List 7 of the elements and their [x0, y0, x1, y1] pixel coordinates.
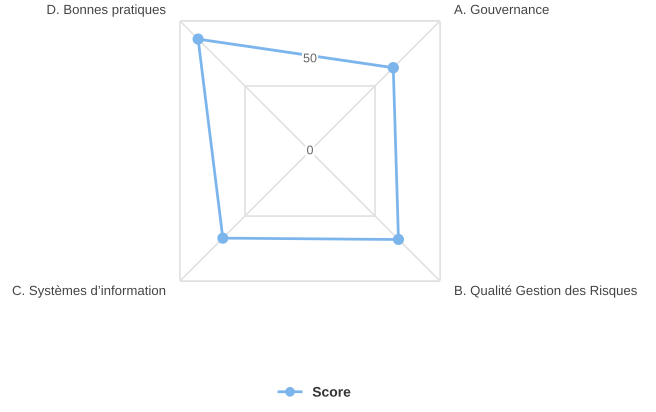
spoke-label: C. Systèmes d’information	[12, 285, 166, 298]
spoke-label: B. Qualité Gestion des Risques	[455, 285, 637, 298]
spoke-label: A. Gouvernance	[454, 4, 549, 14]
spoke-label: D. Bonnes pratiques	[48, 4, 166, 17]
y-tick-label: 0	[307, 146, 313, 154]
y-tick-label: 50	[304, 54, 316, 62]
legend-label: Score	[312, 386, 350, 397]
